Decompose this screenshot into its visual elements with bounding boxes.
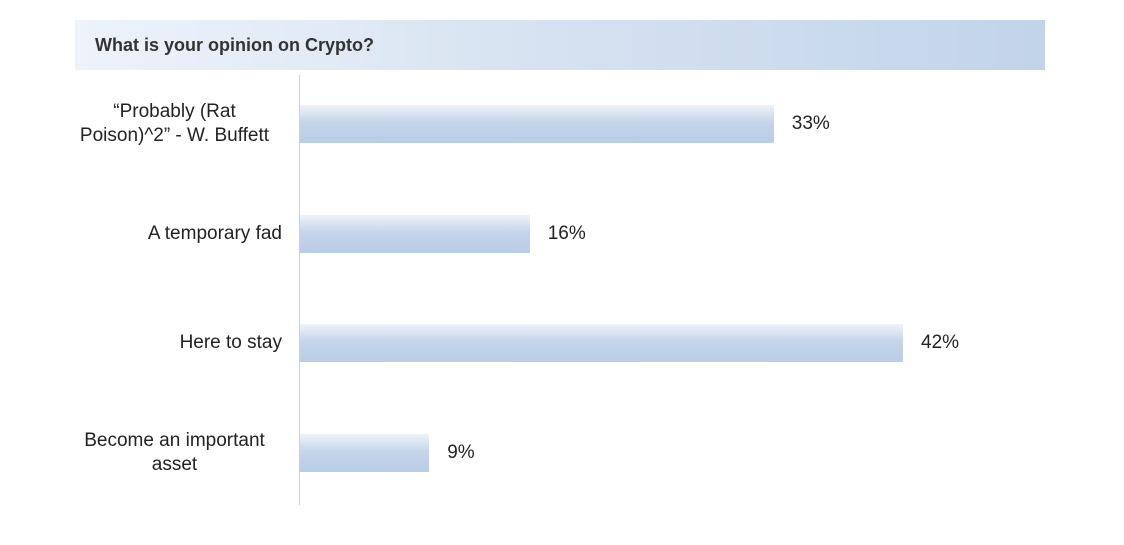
category-label: “Probably (Rat Poison)^2” - W. Buffett [79,101,270,146]
category-axis [299,75,300,505]
category-label: Here to stay [179,332,282,353]
bar [300,324,903,362]
title-bar: What is your opinion on Crypto? [75,20,1045,70]
category-label-box: Become an important asset [40,413,282,493]
bar [300,105,774,143]
category-label-box: A temporary fad [40,194,282,274]
data-label: 16% [547,222,586,244]
bar [300,214,530,253]
category-label-box: “Probably (Rat Poison)^2” - W. Buffett [40,84,282,164]
category-label-box: Here to stay [40,303,282,383]
data-label: 42% [921,332,960,353]
data-label: 33% [791,113,830,134]
category-label: A temporary fad [147,222,282,244]
chart-title: What is your opinion on Crypto? [95,35,374,55]
data-label: 9% [447,441,475,463]
category-label: Become an important asset [84,429,265,475]
bar [300,433,430,472]
